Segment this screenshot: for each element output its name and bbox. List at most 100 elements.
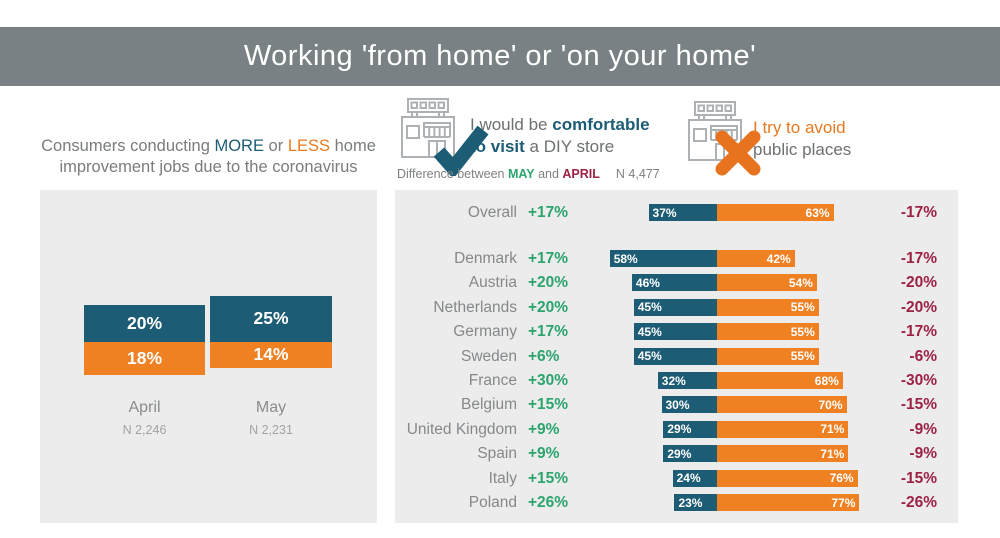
left-title-line2: improvement jobs due to the coronavirus — [59, 158, 358, 176]
diy-store-icon — [399, 97, 461, 159]
sample-size-label: N 2,246 — [122, 423, 167, 437]
country-label: Austria — [468, 274, 517, 292]
left-chart-title: Consumers conducting MORE or LESS home i… — [40, 136, 377, 178]
april-diff-value: -17% — [900, 204, 937, 221]
legend-comfortable-bold2: to visit — [470, 137, 525, 156]
country-label: France — [468, 372, 517, 389]
may-diff-value: +17% — [528, 323, 569, 341]
subtitle-mid: and — [534, 167, 563, 181]
avoid-bar: 55% — [717, 347, 819, 365]
left-title-part2: or — [263, 137, 288, 155]
comfortable-bar: 30% — [661, 396, 717, 414]
page-title: Working 'from home' or 'on your home' — [243, 40, 757, 72]
may-diff-value: +26% — [528, 494, 569, 511]
comfortable-bar: 29% — [663, 445, 717, 463]
avoid-bar: 70% — [717, 396, 847, 414]
country-row: France +30% 32% 68% -30% — [395, 369, 958, 393]
country-row: Poland +26% 23% 77% -26% — [395, 491, 958, 515]
comfortable-bar: 32% — [657, 372, 717, 389]
legend-avoid: I try to avoid public places — [753, 117, 851, 161]
country-rows: Overall +17% 37% 63% -17% Denmark +17% 58% 42% -1… — [395, 190, 958, 523]
left-title-part3: home — [330, 137, 376, 155]
april-diff-value: -20% — [900, 274, 937, 292]
month-label: April — [128, 399, 161, 416]
april-diff-value: -30% — [900, 372, 937, 389]
page-title-band: Working 'from home' or 'on your home' — [0, 27, 1000, 86]
country-label: Denmark — [454, 250, 517, 267]
less-bar-segment: 18% — [84, 342, 205, 376]
april-diff-value: -17% — [900, 250, 937, 267]
left-title-part1: Consumers conducting — [41, 137, 215, 155]
legend-comfortable-pre: I would be — [470, 115, 553, 134]
country-row: Belgium +15% 30% 70% -15% — [395, 393, 958, 417]
avoid-bar: 71% — [717, 420, 849, 438]
country-row: Spain +9% 29% 71% -9% — [395, 442, 958, 466]
avoid-bar: 42% — [717, 250, 795, 267]
may-diff-value: +17% — [528, 250, 569, 267]
check-icon — [431, 122, 489, 179]
x-icon — [714, 129, 762, 177]
comfortable-bar: 37% — [648, 204, 717, 221]
month-label-group: April N 2,246 — [64, 399, 225, 437]
country-row: Austria +20% 46% 54% -20% — [395, 271, 958, 295]
april-diff-value: -20% — [900, 298, 937, 316]
left-chart-panel: 20% 18% April N 2,246 25% 14% May N 2,231 — [40, 190, 377, 523]
country-row: Overall +17% 37% 63% -17% — [395, 201, 958, 225]
country-label: Poland — [468, 494, 517, 511]
comfortable-bar: 45% — [633, 323, 717, 341]
legend-avoid-line2: public places — [753, 140, 852, 159]
country-label: Italy — [488, 469, 517, 487]
avoid-bar: 55% — [717, 323, 819, 341]
may-diff-value: +15% — [528, 469, 569, 487]
country-label: Netherlands — [433, 298, 517, 316]
avoid-bar: 55% — [717, 298, 819, 316]
may-diff-value: +6% — [528, 347, 560, 365]
left-title-more: MORE — [214, 137, 264, 155]
subtitle-may: MAY — [507, 167, 535, 181]
country-label: Belgium — [461, 396, 517, 414]
may-diff-value: +9% — [528, 420, 560, 438]
comfortable-bar: 45% — [633, 298, 717, 316]
may-diff-value: +15% — [528, 396, 569, 414]
more-bar-segment: 25% — [210, 295, 332, 342]
april-diff-value: -15% — [900, 396, 937, 414]
country-row: Italy +15% 24% 76% -15% — [395, 467, 958, 491]
avoid-bar: 76% — [717, 469, 858, 487]
month-label-group: May N 2,231 — [190, 399, 352, 437]
country-row: United Kingdom +9% 29% 71% -9% — [395, 418, 958, 442]
less-bar-segment: 14% — [210, 342, 332, 368]
april-diff-value: -9% — [909, 445, 937, 463]
country-row: Denmark +17% 58% 42% -17% — [395, 247, 958, 271]
country-row: Sweden +6% 45% 55% -6% — [395, 345, 958, 369]
legend-avoid-line1: I try to avoid — [753, 118, 846, 137]
more-bar-segment: 20% — [84, 305, 205, 342]
may-diff-value: +9% — [528, 445, 560, 463]
sample-size-label: N 2,231 — [249, 423, 293, 437]
april-diff-value: -6% — [909, 347, 937, 365]
avoid-bar: 54% — [717, 274, 817, 292]
country-label: Overall — [467, 204, 517, 221]
legend-comfortable-bold1: comfortable — [552, 115, 650, 134]
comfortable-bar: 24% — [672, 469, 717, 487]
legend-comfortable-post: a DIY store — [524, 137, 615, 156]
april-diff-value: -17% — [900, 323, 937, 341]
april-diff-value: -26% — [900, 494, 937, 511]
avoid-bar: 71% — [717, 445, 849, 463]
avoid-bar: 63% — [717, 204, 834, 221]
may-diff-value: +17% — [528, 204, 569, 221]
country-row: Germany +17% 45% 55% -17% — [395, 320, 958, 344]
country-label: Spain — [477, 445, 517, 463]
april-diff-value: -9% — [909, 420, 937, 438]
comfortable-bar: 46% — [631, 274, 717, 292]
difference-subtitle: Difference between MAY and APRIL N 4,477 — [397, 167, 660, 181]
may-diff-value: +20% — [528, 298, 569, 316]
comfortable-bar: 58% — [609, 250, 717, 267]
country-label: United Kingdom — [406, 420, 517, 438]
comfortable-bar: 23% — [674, 494, 717, 511]
avoid-bar: 68% — [717, 372, 843, 389]
month-label: May — [255, 399, 287, 416]
legend-comfortable: I would be comfortable to visit a DIY st… — [470, 114, 650, 158]
country-label: Sweden — [460, 347, 517, 365]
left-title-less: LESS — [287, 137, 331, 155]
comfortable-bar: 29% — [663, 420, 717, 438]
